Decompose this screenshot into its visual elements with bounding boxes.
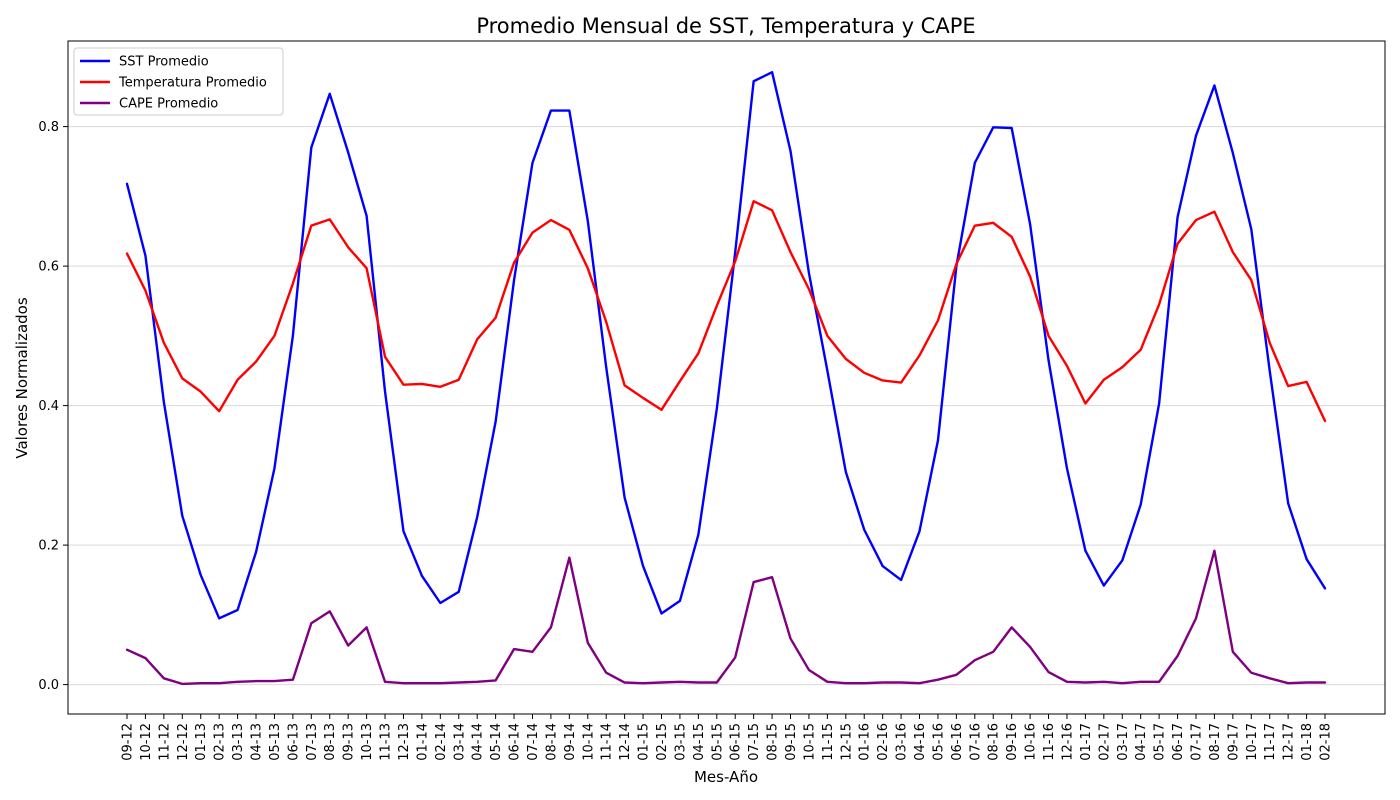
x-tick-label: 05-15 — [710, 723, 725, 761]
x-tick-label: 11-16 — [1042, 723, 1057, 761]
x-tick-label: 05-13 — [268, 723, 283, 761]
x-tick-label: 12-16 — [1060, 723, 1075, 761]
x-tick-label: 09-16 — [1005, 723, 1020, 761]
x-tick-label: 03-13 — [231, 723, 246, 761]
legend-label-temperatura-promedio: Temperatura Promedio — [118, 76, 267, 91]
x-tick-label: 03-17 — [1116, 723, 1131, 761]
x-tick-label: 12-17 — [1282, 723, 1297, 761]
x-tick-label: 04-15 — [692, 723, 707, 761]
x-tick-label: 10-15 — [802, 723, 817, 761]
x-tick-label: 04-13 — [250, 723, 265, 761]
x-tick-label: 12-13 — [397, 723, 412, 761]
x-tick-label: 11-15 — [821, 723, 836, 761]
x-tick-label: 06-17 — [1171, 723, 1186, 761]
x-tick-label: 09-17 — [1226, 723, 1241, 761]
legend-label-cape-promedio: CAPE Promedio — [119, 97, 218, 112]
x-tick-label: 07-17 — [1189, 723, 1204, 761]
x-tick-label: 02-18 — [1319, 723, 1334, 761]
y-tick-label: 0.0 — [38, 678, 59, 693]
x-tick-label: 07-13 — [305, 723, 320, 761]
x-tick-label: 07-14 — [526, 723, 541, 761]
x-tick-label: 08-17 — [1208, 723, 1223, 761]
series-line-sst-promedio — [125, 70, 1327, 620]
x-tick-label: 10-17 — [1245, 723, 1260, 761]
x-tick-label: 01-18 — [1300, 723, 1315, 761]
series-line-temperatura-promedio — [125, 200, 1327, 423]
y-axis-ticks: 0.0 0.2 0.4 0.6 0.8 — [38, 120, 68, 693]
legend: SST Promedio Temperatura Promedio CAPE Pro… — [73, 47, 284, 116]
x-tick-label: 05-16 — [931, 723, 946, 761]
y-axis-label: Valores Normalizados — [13, 297, 31, 458]
x-tick-label: 08-16 — [987, 723, 1002, 761]
x-tick-label: 03-15 — [673, 723, 688, 761]
x-tick-label: 02-15 — [655, 723, 670, 761]
plot-area-frame — [67, 40, 1386, 715]
x-tick-label: 11-13 — [379, 723, 394, 761]
x-tick-label: 06-15 — [729, 723, 744, 761]
x-tick-label: 12-12 — [176, 723, 191, 761]
x-tick-label: 04-14 — [471, 723, 486, 761]
x-tick-label: 08-13 — [323, 723, 338, 761]
x-tick-label: 06-16 — [950, 723, 965, 761]
x-tick-label: 08-15 — [766, 723, 781, 761]
x-tick-label: 12-14 — [618, 723, 633, 761]
x-tick-label: 02-16 — [876, 723, 891, 761]
x-tick-label: 04-17 — [1134, 723, 1149, 761]
x-tick-label: 10-16 — [1024, 723, 1039, 761]
x-tick-label: 07-15 — [747, 723, 762, 761]
x-tick-label: 02-13 — [213, 723, 228, 761]
x-axis-ticks: 09-12 10-12 11-12 12-12 01-13 02-13 03-13 04-13… — [121, 714, 1334, 761]
x-tick-label: 09-12 — [121, 723, 136, 761]
x-tick-label: 11-14 — [600, 723, 615, 761]
x-tick-label: 08-14 — [544, 723, 559, 761]
series-line-cape-promedio — [125, 549, 1327, 686]
x-axis-label: Mes-Año — [694, 768, 758, 786]
x-tick-label: 10-14 — [581, 723, 596, 761]
x-tick-label: 11-12 — [157, 723, 172, 761]
y-tick-label: 0.8 — [38, 120, 59, 135]
x-tick-label: 09-15 — [784, 723, 799, 761]
x-tick-label: 04-16 — [913, 723, 928, 761]
x-tick-label: 03-14 — [452, 723, 467, 761]
chart-title: Promedio Mensual de SST, Temperatura y C… — [476, 14, 975, 38]
x-tick-label: 02-14 — [434, 723, 449, 761]
x-tick-label: 11-17 — [1263, 723, 1278, 761]
x-tick-label: 03-16 — [895, 723, 910, 761]
x-tick-label: 10-12 — [139, 723, 154, 761]
x-tick-label: 06-13 — [286, 723, 301, 761]
x-tick-label: 01-17 — [1079, 723, 1094, 761]
x-tick-label: 01-13 — [194, 723, 209, 761]
x-tick-label: 01-15 — [637, 723, 652, 761]
y-tick-label: 0.4 — [38, 399, 59, 414]
x-tick-label: 01-16 — [858, 723, 873, 761]
x-tick-label: 07-16 — [968, 723, 983, 761]
series-lines — [125, 70, 1327, 686]
x-tick-label: 06-14 — [508, 723, 523, 761]
x-tick-label: 09-13 — [342, 723, 357, 761]
legend-label-sst-promedio: SST Promedio — [119, 55, 209, 70]
x-tick-label: 05-14 — [489, 723, 504, 761]
grid-lines — [68, 126, 1385, 686]
x-tick-label: 05-17 — [1153, 723, 1168, 761]
x-tick-label: 02-17 — [1097, 723, 1112, 761]
y-tick-label: 0.2 — [38, 539, 59, 554]
legend-box — [73, 47, 284, 116]
x-tick-label: 10-13 — [360, 723, 375, 761]
x-tick-label: 09-14 — [563, 723, 578, 761]
x-tick-label: 12-15 — [839, 723, 854, 761]
x-tick-label: 01-14 — [415, 723, 430, 761]
y-tick-label: 0.6 — [38, 260, 59, 275]
